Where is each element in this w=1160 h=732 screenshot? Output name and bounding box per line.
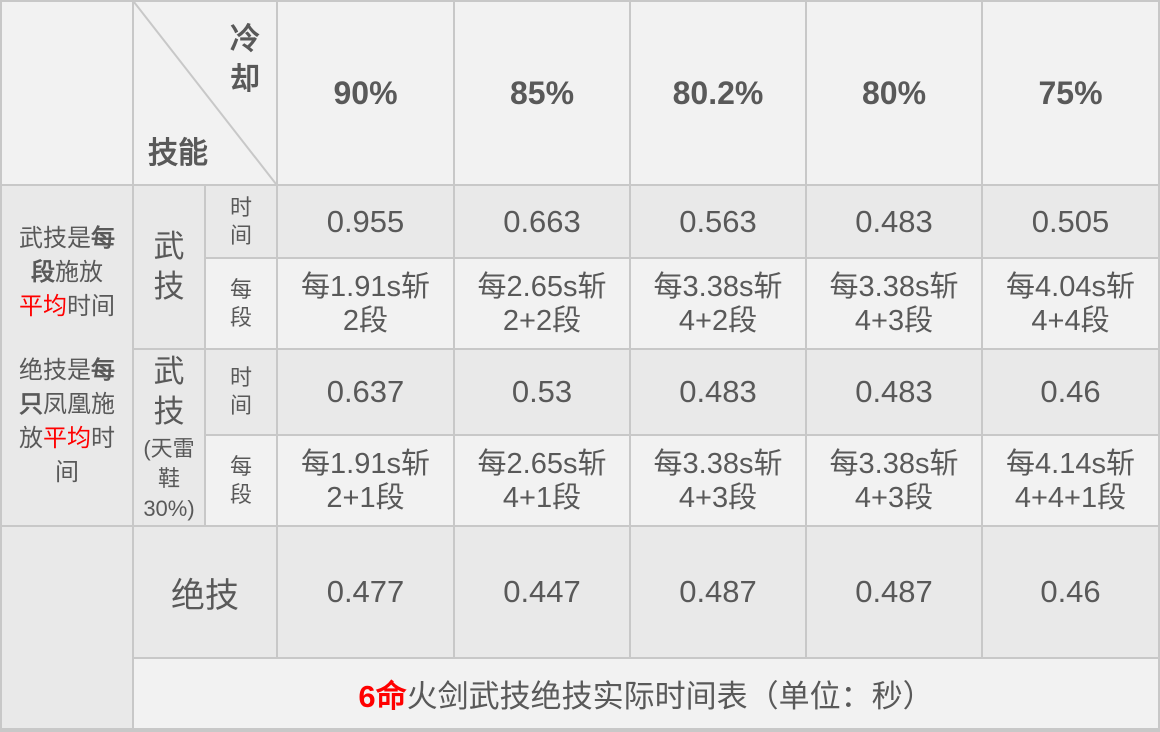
segment-line: 4+3段 [854, 481, 934, 514]
segment-line: 4+3段 [854, 304, 934, 337]
segment-line: 每3.38s斩 [829, 447, 959, 480]
segment-line: 每3.38s斩 [829, 270, 959, 303]
segment-value: 每2.65s斩 2+2段 [455, 259, 629, 348]
left-note-cell: 武技是每段施放 平均时间 绝技是每只凤凰施放平均时间 [2, 186, 132, 525]
cooldown-header: 85% [455, 2, 629, 184]
cooldown-header: 90% [278, 2, 453, 184]
time-row-label: 时间 [206, 186, 276, 257]
ultimate-label: 绝技 [134, 527, 276, 657]
segment-line: 每4.04s斩 [1006, 270, 1135, 303]
segment-line: 4+1段 [502, 481, 582, 514]
time-value: 0.955 [278, 186, 453, 257]
cooldown-header-label: 冷却 [230, 23, 260, 96]
segment-line: 每2.65s斩 [477, 447, 607, 480]
note-fragment: 每只 [19, 356, 115, 418]
note-fragment: 平均 [43, 424, 91, 452]
left-bottom-cell [2, 527, 132, 728]
segment-value: 每3.38s斩 4+3段 [807, 436, 981, 525]
segment-line: 每2.65s斩 [477, 270, 607, 303]
segment-line: 2+1段 [326, 481, 405, 514]
segment-value: 每4.14s斩 4+4+1段 [983, 436, 1158, 525]
time-value: 0.483 [631, 350, 805, 434]
skill-name: 武技 [153, 353, 185, 429]
time-value: 0.505 [983, 186, 1158, 257]
table-caption: 6命 火剑武技绝技实际时间表（单位：秒） [134, 659, 1158, 728]
ultimate-value: 0.477 [278, 527, 453, 657]
segment-line: 每4.14s斩 [1006, 447, 1135, 480]
ultimate-value: 0.447 [455, 527, 629, 657]
time-value: 0.53 [455, 350, 629, 434]
segment-row-label: 每段 [206, 259, 276, 348]
note-fragment: 每段 [31, 224, 115, 286]
time-row-label: 时间 [206, 350, 276, 434]
time-value: 0.483 [807, 350, 981, 434]
segment-value: 每1.91s斩 2+1段 [278, 436, 453, 525]
caption-text: 火剑武技绝技实际时间表（单位：秒） [406, 679, 934, 714]
segment-row-label: 每段 [206, 436, 276, 525]
segment-line: 每1.91s斩 [301, 447, 430, 480]
time-value: 0.563 [631, 186, 805, 257]
skill-header-label: 技能 [148, 137, 208, 170]
note-weapon-skill: 武技是每段施放 平均时间 [16, 222, 118, 324]
ultimate-value: 0.487 [631, 527, 805, 657]
skill-group-label: 武技 (天雷鞋30%) [134, 350, 204, 525]
cooldown-header: 75% [983, 2, 1158, 184]
skill-group-label: 武技 [134, 186, 204, 348]
time-value: 0.483 [807, 186, 981, 257]
note-fragment: 施放 [55, 258, 103, 286]
segment-line: 每3.38s斩 [653, 270, 783, 303]
cooldown-header: 80.2% [631, 2, 805, 184]
ultimate-value: 0.46 [983, 527, 1158, 657]
segment-value: 每4.04s斩 4+4段 [983, 259, 1158, 348]
segment-value: 每3.38s斩 4+3段 [807, 259, 981, 348]
note-fragment: 武技是 [19, 224, 91, 252]
note-fragment: 凤凰施放 [19, 390, 115, 452]
ultimate-value: 0.487 [807, 527, 981, 657]
segment-value: 每3.38s斩 4+2段 [631, 259, 805, 348]
note-ultimate: 绝技是每只凤凰施放平均时间 [16, 354, 118, 490]
segment-line: 4+4段 [1031, 304, 1110, 337]
skill-modifier: (天雷鞋30%) [143, 435, 195, 521]
caption-highlight: 6命 [358, 679, 407, 714]
segment-line: 4+2段 [678, 304, 758, 337]
segment-line: 2段 [342, 304, 389, 337]
diagonal-header-cell: 冷却 技能 [134, 2, 276, 184]
note-fragment: 平均 [19, 292, 67, 320]
skill-name: 武技 [153, 229, 185, 304]
note-fragment: 绝技是 [19, 356, 91, 384]
segment-value: 每2.65s斩 4+1段 [455, 436, 629, 525]
cooldown-header: 80% [807, 2, 981, 184]
segment-line: 2+2段 [502, 304, 582, 337]
segment-line: 4+4+1段 [1014, 481, 1127, 514]
segment-value: 每1.91s斩 2段 [278, 259, 453, 348]
segment-line: 每3.38s斩 [653, 447, 783, 480]
segment-line: 4+3段 [678, 481, 758, 514]
time-value: 0.637 [278, 350, 453, 434]
time-value: 0.663 [455, 186, 629, 257]
segment-line: 每1.91s斩 [301, 270, 430, 303]
segment-value: 每3.38s斩 4+3段 [631, 436, 805, 525]
note-fragment: 时间 [67, 292, 115, 320]
time-value: 0.46 [983, 350, 1158, 434]
note-fragment: 时间 [55, 424, 115, 486]
diagonal-line [134, 2, 276, 184]
blank-corner-cell [2, 2, 132, 184]
